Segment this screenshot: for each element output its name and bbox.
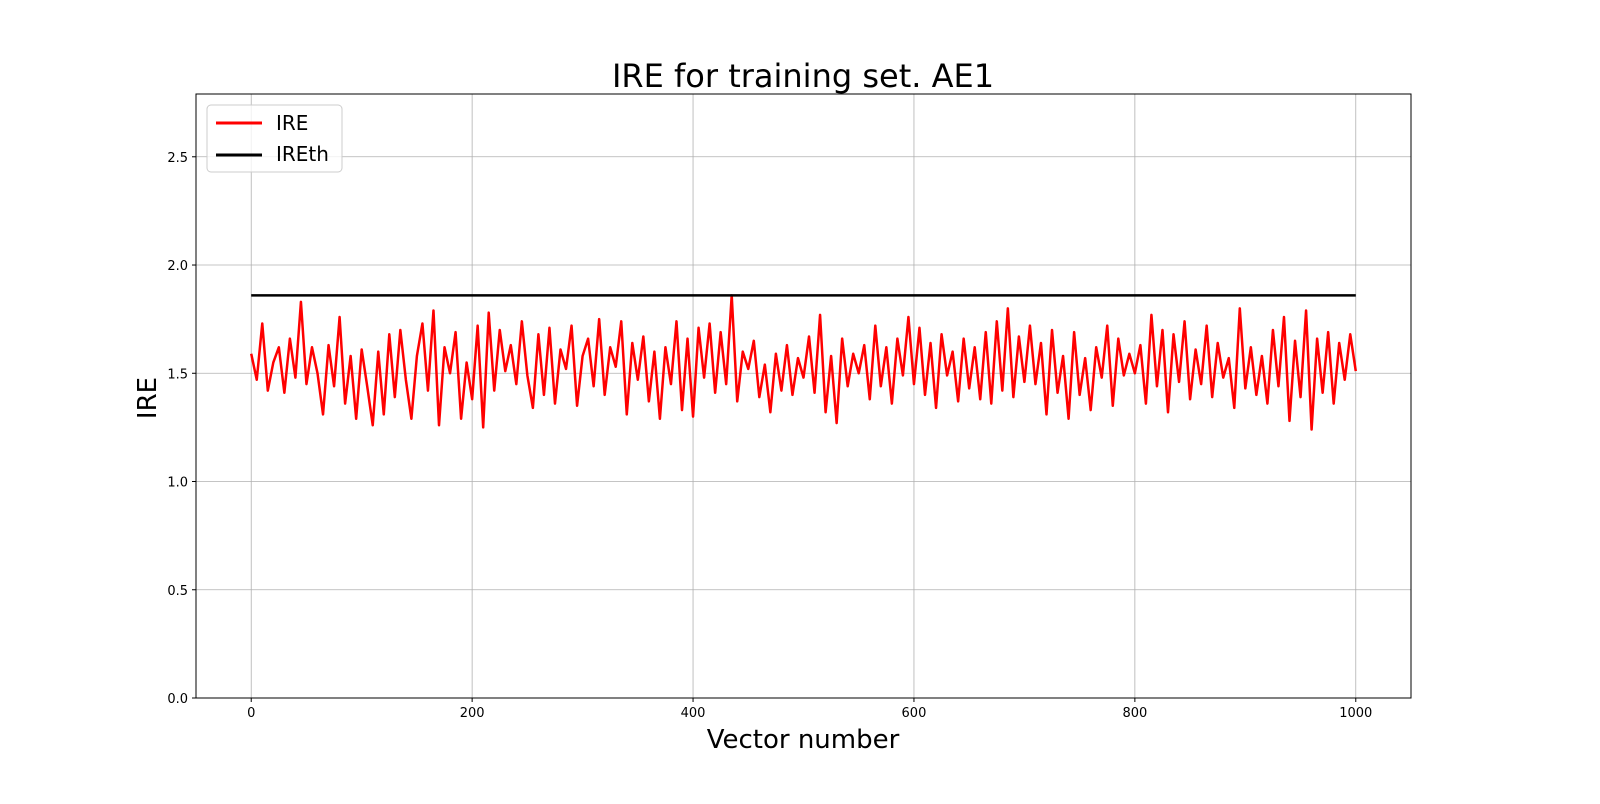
x-tick-label: 600 bbox=[902, 706, 927, 721]
plot-frame bbox=[195, 93, 1412, 699]
y-tick-label: 1.0 bbox=[167, 476, 188, 491]
x-tick-label: 800 bbox=[1122, 706, 1147, 721]
y-ticks: 0.0 0.5 1.0 1.5 2.0 2.5 bbox=[167, 151, 196, 707]
series-line-ire bbox=[250, 294, 1358, 431]
x-tick-label: 0 bbox=[247, 706, 255, 721]
legend: IRE IREth bbox=[206, 104, 343, 173]
x-axis-label: Vector number bbox=[707, 725, 900, 755]
grid bbox=[196, 94, 1411, 699]
y-axis-label: IRE bbox=[133, 377, 163, 419]
y-tick-label: 2.0 bbox=[167, 259, 188, 274]
chart-title: IRE for training set. AE1 bbox=[612, 57, 994, 95]
series-group bbox=[250, 294, 1358, 431]
y-tick-label: 0.0 bbox=[167, 692, 188, 707]
legend-label-ireth: IREth bbox=[276, 142, 329, 166]
x-tick-label: 200 bbox=[460, 706, 485, 721]
y-tick-label: 1.5 bbox=[167, 367, 188, 382]
x-ticks: 0 200 400 600 800 1000 bbox=[247, 698, 1372, 721]
x-tick-label: 1000 bbox=[1339, 706, 1372, 721]
y-tick-label: 2.5 bbox=[167, 151, 188, 166]
legend-label-ire: IRE bbox=[276, 111, 308, 135]
y-tick-label: 0.5 bbox=[167, 584, 188, 599]
x-tick-label: 400 bbox=[681, 706, 706, 721]
